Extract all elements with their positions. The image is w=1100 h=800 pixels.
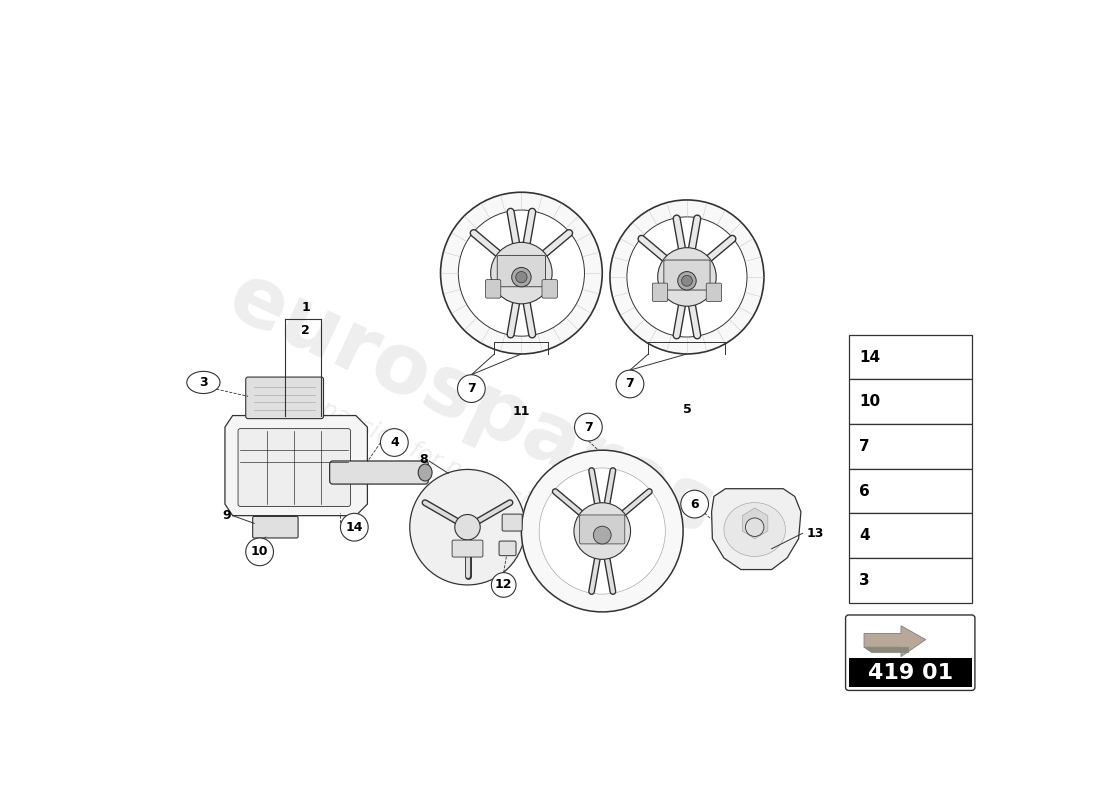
Ellipse shape [418,464,432,481]
Circle shape [609,200,763,354]
FancyBboxPatch shape [542,280,558,298]
Circle shape [492,573,516,598]
FancyBboxPatch shape [846,615,975,690]
Circle shape [409,470,526,585]
Circle shape [574,414,603,441]
Bar [849,514,972,558]
Circle shape [539,468,666,594]
Text: 6: 6 [691,498,698,510]
Text: 3: 3 [859,573,870,588]
Circle shape [441,192,603,354]
FancyBboxPatch shape [706,283,722,302]
Circle shape [658,248,716,306]
Text: 12: 12 [495,578,513,591]
Text: 10: 10 [251,546,268,558]
Bar [849,558,972,602]
FancyBboxPatch shape [245,377,323,418]
Circle shape [458,374,485,402]
Bar [849,379,972,424]
Circle shape [341,514,368,541]
FancyBboxPatch shape [652,283,668,302]
Text: 7: 7 [626,378,635,390]
Text: 3: 3 [199,376,208,389]
FancyBboxPatch shape [664,260,711,290]
Circle shape [574,502,630,559]
Polygon shape [742,508,768,538]
Bar [849,424,972,469]
Text: a passion for parts since 1985: a passion for parts since 1985 [297,387,630,559]
Circle shape [516,271,527,283]
Text: 10: 10 [859,394,881,409]
Circle shape [381,429,408,456]
Circle shape [681,490,708,518]
Bar [849,469,972,514]
FancyBboxPatch shape [330,461,428,484]
Polygon shape [712,489,801,570]
Polygon shape [865,626,926,657]
Circle shape [512,267,531,287]
FancyBboxPatch shape [238,429,351,506]
Text: 14: 14 [859,350,881,365]
Text: 7: 7 [584,421,593,434]
Text: 2: 2 [301,324,310,338]
Text: 419 01: 419 01 [868,662,953,682]
Text: 1: 1 [301,302,310,314]
Circle shape [521,450,683,612]
FancyBboxPatch shape [253,517,298,538]
Circle shape [627,217,747,337]
FancyBboxPatch shape [485,280,501,298]
Polygon shape [865,647,909,653]
FancyBboxPatch shape [499,541,516,556]
Circle shape [616,370,644,398]
Circle shape [746,518,763,537]
Text: 4: 4 [859,528,870,543]
Text: 8: 8 [419,453,428,466]
Text: 7: 7 [468,382,475,395]
Circle shape [245,538,274,566]
FancyBboxPatch shape [502,514,522,531]
Text: 5: 5 [683,403,691,416]
Text: 11: 11 [513,405,530,418]
Text: eurospares: eurospares [216,256,727,552]
Circle shape [459,210,584,336]
Circle shape [678,271,696,290]
Text: 14: 14 [345,521,363,534]
Text: 13: 13 [806,527,824,540]
Circle shape [682,275,692,286]
Bar [849,658,972,687]
FancyBboxPatch shape [452,540,483,557]
Circle shape [454,514,481,540]
Text: 7: 7 [859,439,870,454]
Text: 4: 4 [390,436,398,449]
Circle shape [593,526,612,544]
Polygon shape [224,415,367,516]
Ellipse shape [187,371,220,394]
Bar [849,334,972,379]
Text: 9: 9 [222,509,231,522]
Text: 6: 6 [859,483,870,498]
Circle shape [491,242,552,304]
FancyBboxPatch shape [580,515,625,544]
Ellipse shape [724,502,785,557]
FancyBboxPatch shape [497,255,546,286]
